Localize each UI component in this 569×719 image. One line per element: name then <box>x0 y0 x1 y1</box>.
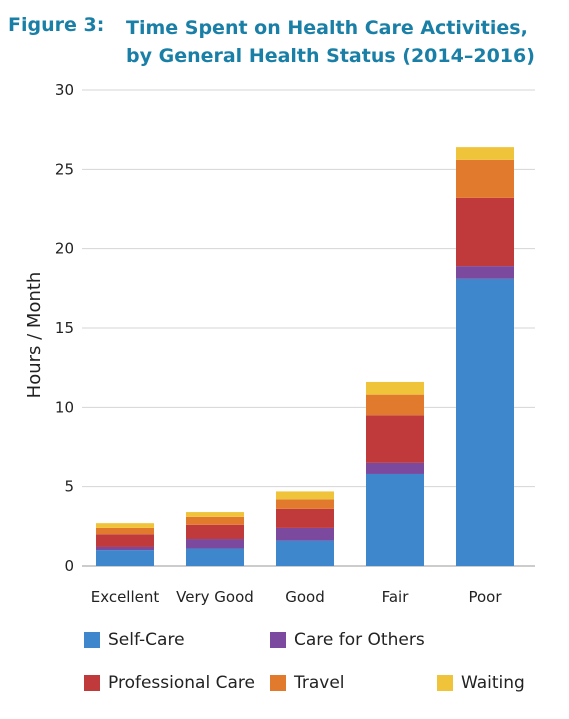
bar-segment <box>96 527 154 535</box>
x-category-label: Very Good <box>176 588 254 606</box>
bar-segment <box>456 266 514 279</box>
bar-segment <box>456 147 514 160</box>
bars <box>96 147 514 566</box>
bar-segment <box>96 534 154 547</box>
bar-segment <box>186 524 244 540</box>
bar-segment <box>276 491 334 500</box>
y-tick-label: 5 <box>64 478 74 496</box>
y-tick-label: 15 <box>55 319 74 337</box>
y-tick-label: 30 <box>55 81 74 99</box>
bar-segment <box>186 512 244 517</box>
x-category-labels: Excellent Very Good Good Fair Poor <box>91 588 503 606</box>
y-tick-label: 20 <box>55 240 74 258</box>
bar-segment <box>456 159 514 198</box>
bar-segment <box>186 539 244 549</box>
bar-segment <box>276 508 334 528</box>
bar-segment <box>276 540 334 566</box>
x-category-label: Poor <box>468 588 502 606</box>
bar-segment <box>456 197 514 267</box>
bar-segment <box>366 415 424 463</box>
y-axis-label: Hours / Month <box>24 272 45 399</box>
x-category-label: Fair <box>382 588 410 606</box>
bar-segment <box>186 516 244 525</box>
bar-segment <box>96 546 154 551</box>
y-tick-label: 10 <box>55 398 74 416</box>
figure-label: Figure 3: <box>8 14 105 36</box>
y-tick-labels: 0 5 10 15 20 25 30 <box>55 81 74 575</box>
bar-segment <box>276 527 334 541</box>
bar-segment <box>366 462 424 474</box>
x-category-label: Good <box>285 588 325 606</box>
y-tick-label: 25 <box>55 160 74 178</box>
bar-segment <box>276 499 334 509</box>
y-tick-label: 0 <box>64 557 74 575</box>
bar-segment <box>366 473 424 566</box>
bar-segment <box>96 550 154 566</box>
bar-segment <box>96 523 154 528</box>
chart-title: Time Spent on Health Care Activities, by… <box>126 17 535 67</box>
x-category-label: Excellent <box>91 588 160 606</box>
bar-segment <box>456 278 514 566</box>
bar-segment <box>366 394 424 416</box>
bar-segment <box>186 548 244 566</box>
bar-segment <box>366 381 424 395</box>
